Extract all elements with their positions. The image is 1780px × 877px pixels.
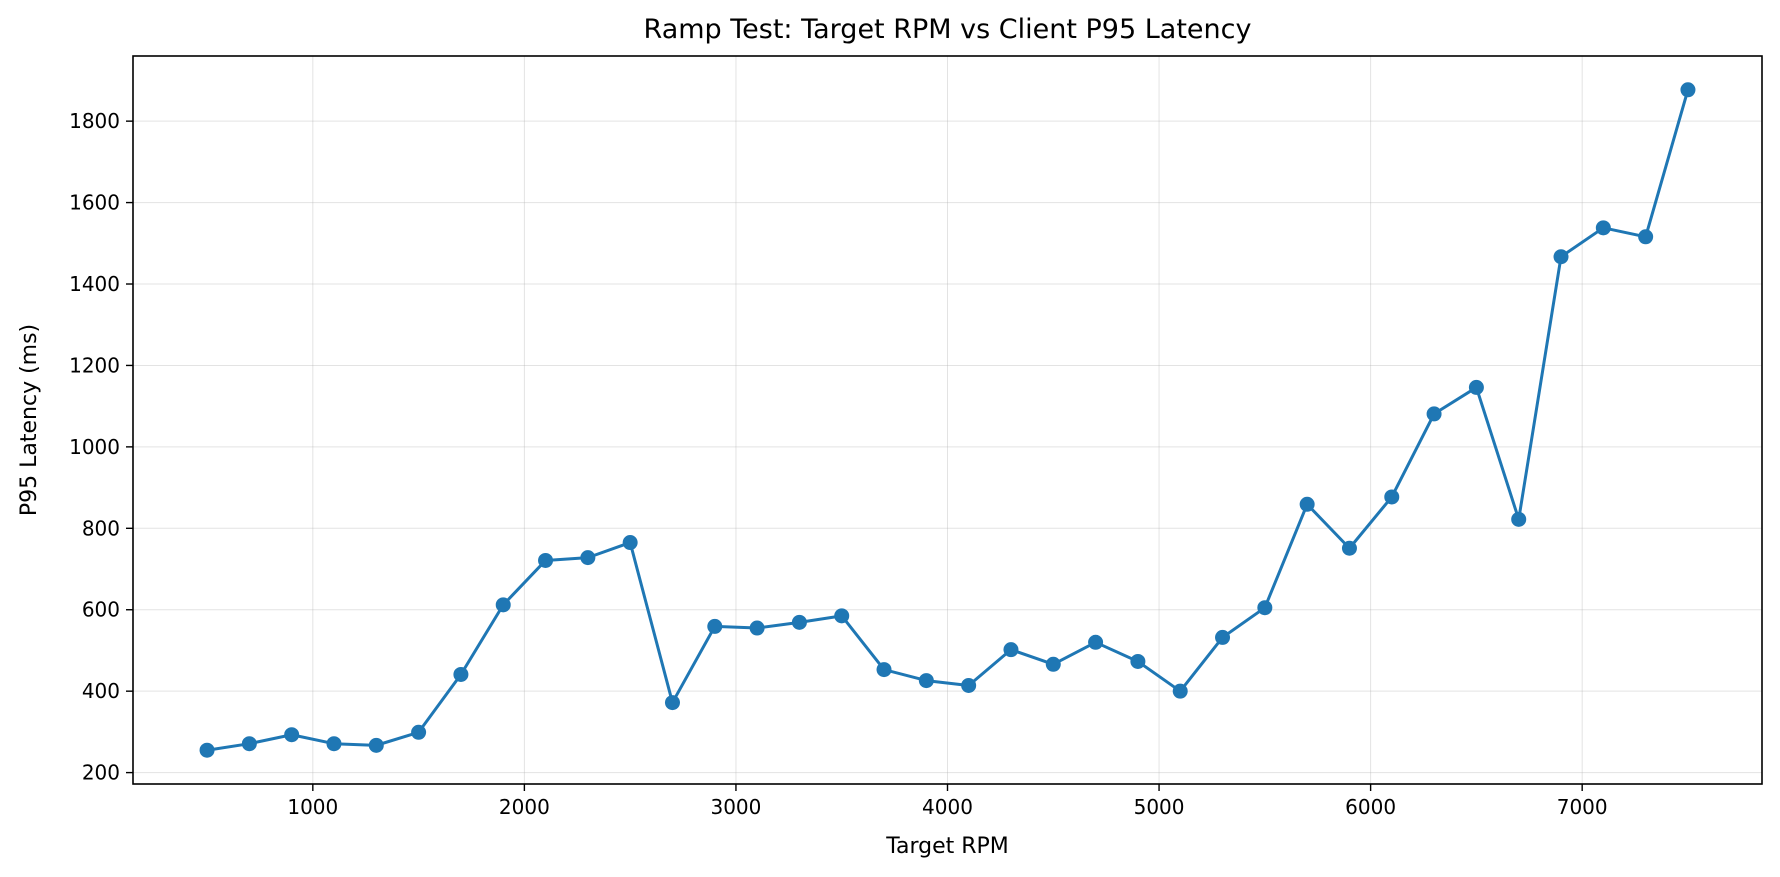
data-point	[1553, 249, 1569, 265]
data-point	[1341, 540, 1357, 556]
data-point	[961, 677, 977, 693]
y-axis-label: P95 Latency (ms)	[17, 324, 42, 516]
y-tick-label: 600	[82, 598, 120, 622]
data-point	[580, 550, 596, 566]
axis-ticks: 1000 2000 3000 4000 5000 6000 7000 200 400 600 800…	[69, 109, 1608, 819]
data-point	[1045, 656, 1061, 672]
x-tick-label: 3000	[710, 795, 761, 819]
data-point	[1511, 511, 1527, 527]
y-tick-label: 1200	[69, 353, 120, 377]
data-point	[622, 535, 638, 551]
x-tick-label: 7000	[1557, 795, 1608, 819]
series-line	[205, 88, 1690, 752]
x-axis-label: Target RPM	[885, 834, 1009, 859]
x-tick-label: 2000	[499, 795, 550, 819]
data-point	[1468, 379, 1484, 395]
data-point	[664, 695, 680, 711]
y-tick-label: 400	[82, 679, 120, 703]
data-point	[1003, 642, 1019, 658]
data-point	[1215, 629, 1231, 645]
data-point	[411, 724, 427, 740]
data-point	[284, 727, 300, 743]
data-point	[1384, 489, 1400, 505]
data-point	[1426, 406, 1442, 422]
data-point	[1130, 653, 1146, 669]
x-tick-label: 1000	[287, 795, 338, 819]
data-point	[326, 736, 342, 752]
data-point	[791, 614, 807, 630]
data-point	[368, 737, 384, 753]
data-point	[918, 673, 934, 689]
data-point	[1638, 229, 1654, 245]
data-point	[707, 618, 723, 634]
data-point	[834, 608, 850, 624]
plot-frame	[132, 55, 1763, 785]
series-layer	[199, 82, 1696, 758]
data-point	[453, 666, 469, 682]
y-tick-label: 1000	[69, 435, 120, 459]
data-point	[241, 736, 257, 752]
y-tick-label: 1600	[69, 191, 120, 215]
data-point	[1088, 634, 1104, 650]
data-point	[199, 742, 215, 758]
chart-title: Ramp Test: Target RPM vs Client P95 Late…	[644, 14, 1252, 45]
x-tick-label: 6000	[1345, 795, 1396, 819]
x-tick-label: 5000	[1134, 795, 1185, 819]
data-point	[1595, 220, 1611, 236]
y-tick-label: 200	[82, 761, 120, 785]
data-point	[1299, 496, 1315, 512]
data-point	[749, 620, 765, 636]
x-tick-label: 4000	[922, 795, 973, 819]
grid	[133, 56, 1762, 784]
data-point	[1257, 600, 1273, 616]
data-point	[495, 597, 511, 613]
y-tick-label: 1800	[69, 109, 120, 133]
data-point	[1680, 82, 1696, 98]
data-point	[1172, 683, 1188, 699]
y-tick-label: 1400	[69, 272, 120, 296]
data-point	[876, 662, 892, 678]
y-tick-label: 800	[82, 516, 120, 540]
data-point	[538, 552, 554, 568]
